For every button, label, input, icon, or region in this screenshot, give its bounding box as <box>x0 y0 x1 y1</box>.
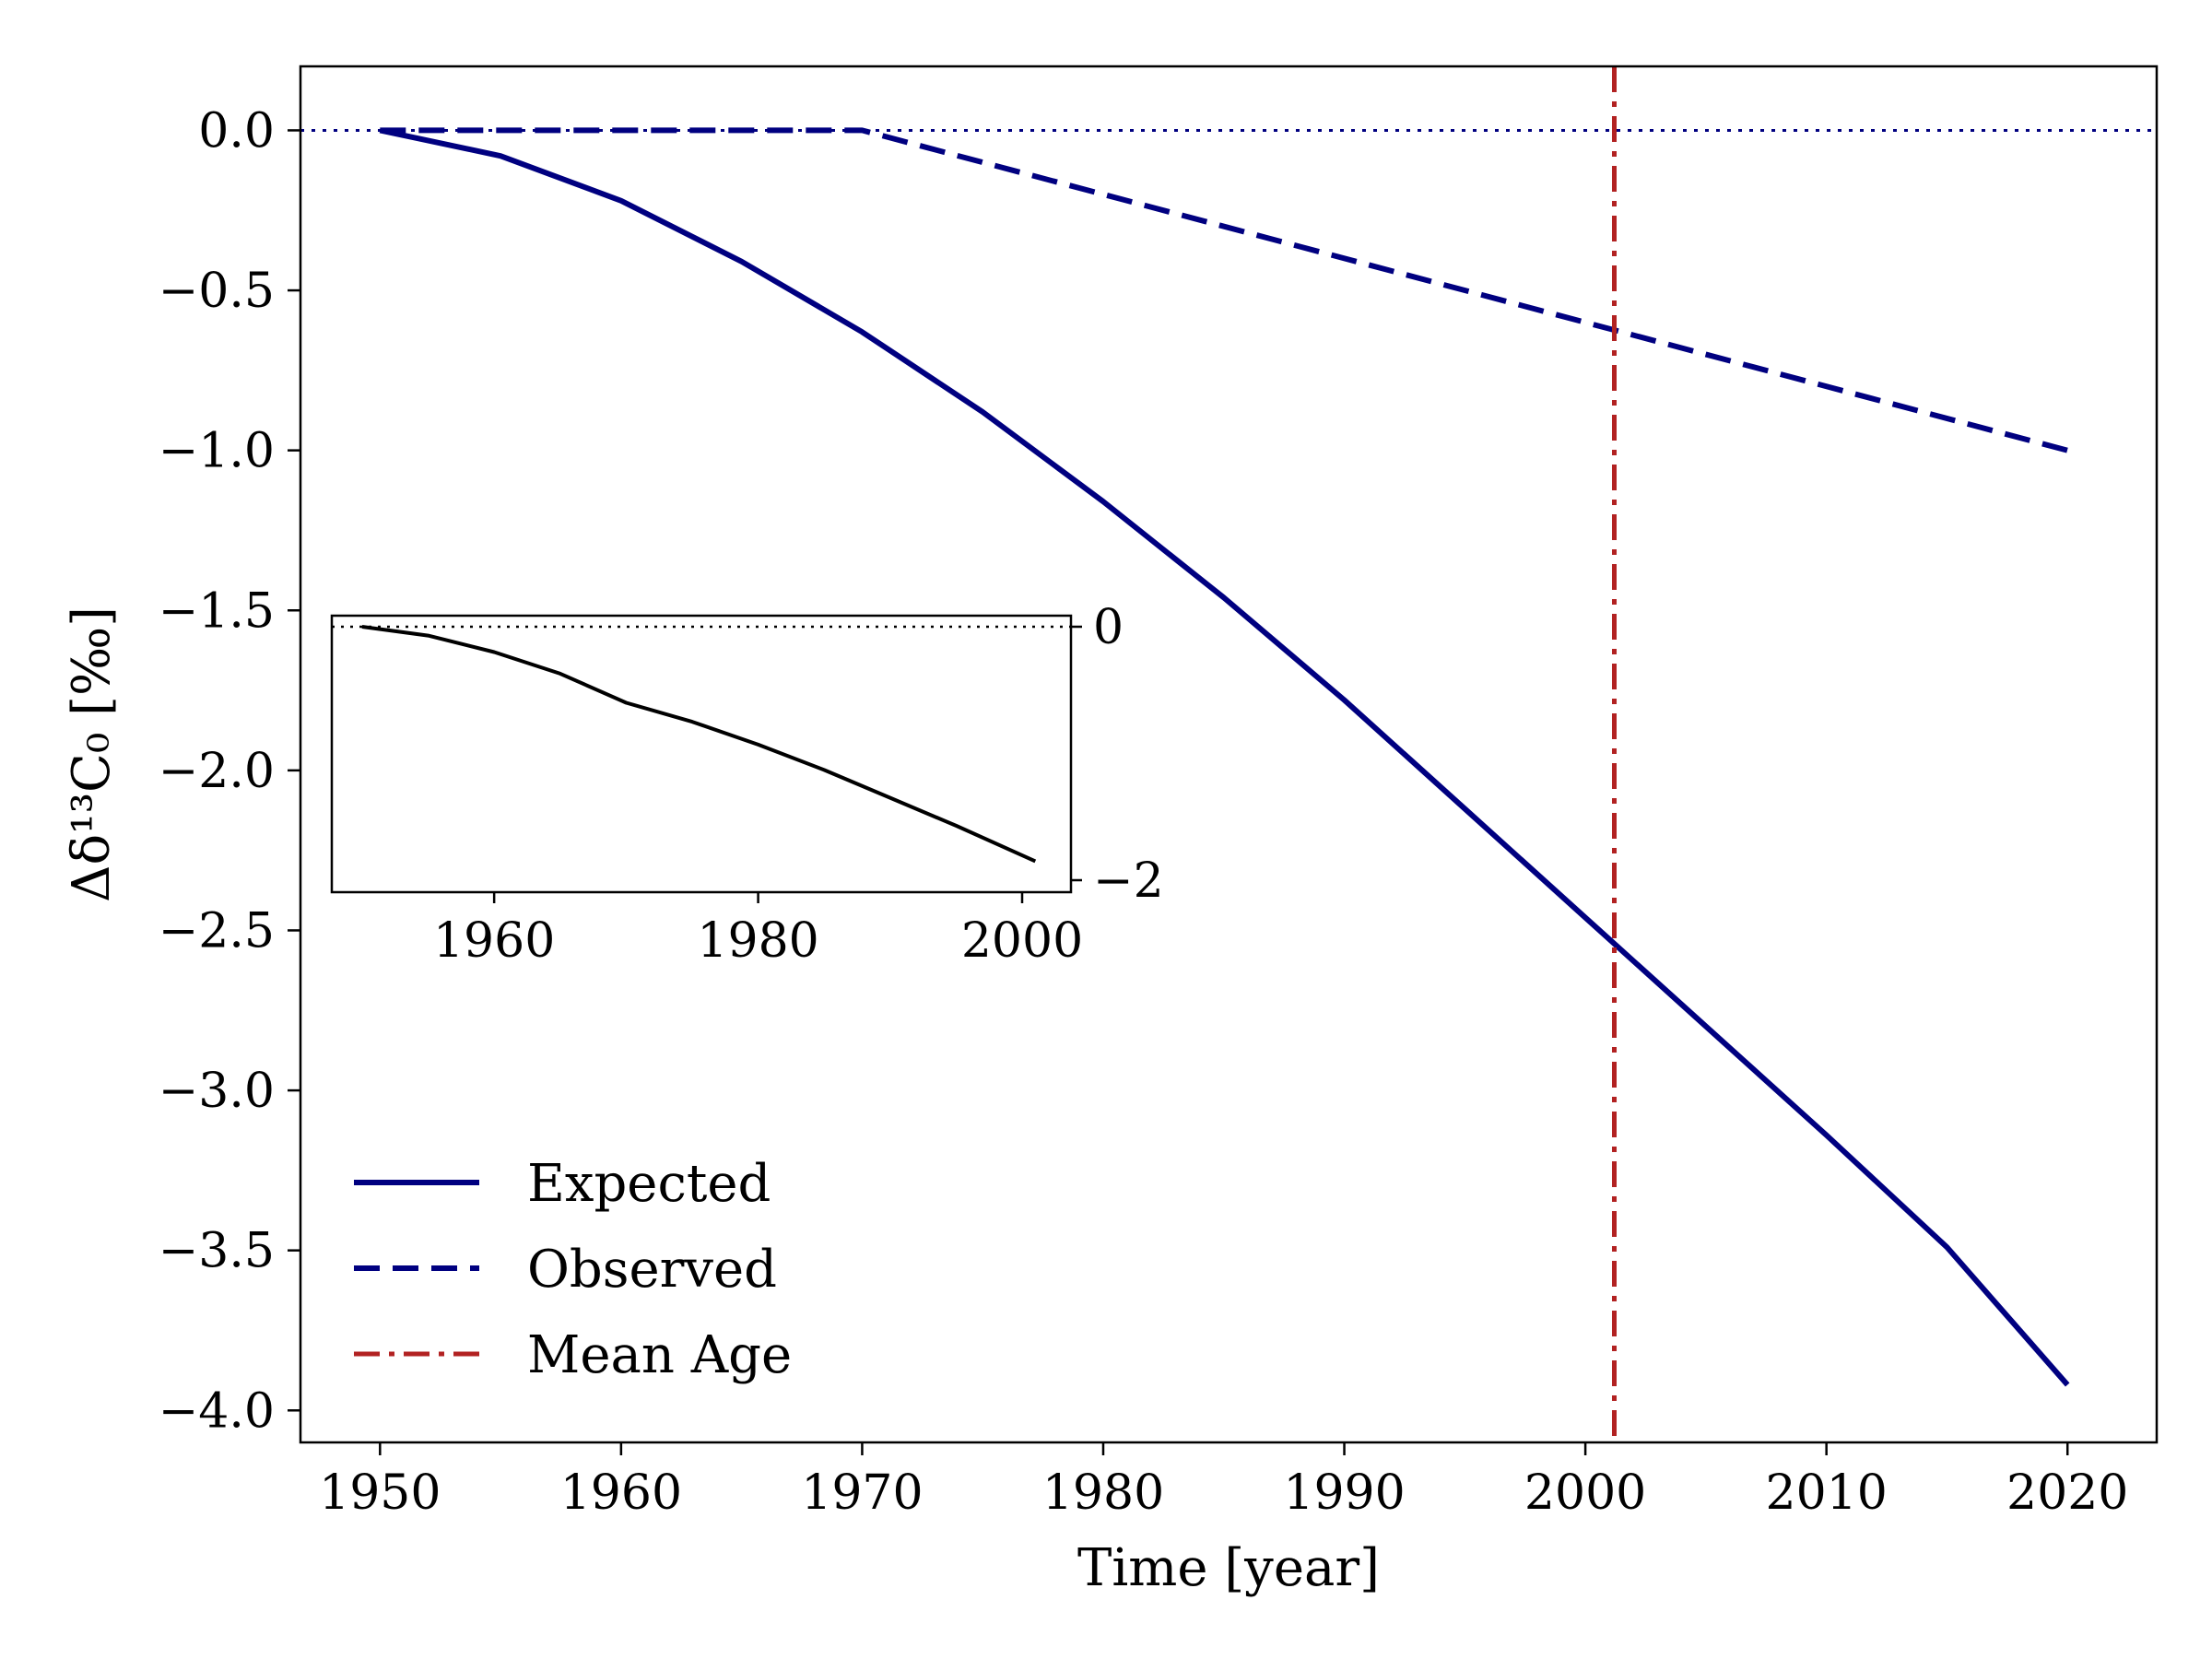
y-tick-label: −3.5 <box>159 1224 275 1279</box>
main-plot-frame <box>299 65 2159 1444</box>
y-tick-label: −3.0 <box>159 1064 275 1119</box>
y-tick-label: −4.0 <box>159 1383 275 1439</box>
inset-x-tick-label: 1980 <box>697 913 818 969</box>
legend-label-mean-age: Mean Age <box>527 1325 792 1385</box>
inset-series-line <box>361 625 1037 864</box>
x-tick-label: 1960 <box>560 1465 682 1521</box>
y-tick-label: 0.0 <box>198 103 275 159</box>
legend-label-expected: Expected <box>527 1154 771 1214</box>
inset-x-tick-label: 1960 <box>433 913 555 969</box>
x-tick-label: 2000 <box>1524 1465 1646 1521</box>
main-plot-area: 1950 1960 1970 1980 1990 2000 2010 2020 0.0 −0.5 −… <box>159 65 2159 1521</box>
series-observed-line <box>380 127 2068 453</box>
inset-x-tick-label: 2000 <box>961 913 1083 969</box>
inset-background <box>332 616 1071 892</box>
series-expected-line <box>379 127 2070 1387</box>
y-tick-label: −0.5 <box>159 264 275 319</box>
x-axis-label: Time [year] <box>1077 1538 1380 1598</box>
x-tick-label: 1990 <box>1283 1465 1405 1521</box>
legend: Expected Observed Mean Age <box>354 1154 792 1385</box>
inset-y-tick-label: 0 <box>1093 600 1124 655</box>
x-tick-label: 1970 <box>801 1465 923 1521</box>
inset-frame <box>330 614 1073 894</box>
x-tick-label: 1980 <box>1042 1465 1164 1521</box>
y-axis-label: Δδ¹³C₀ [‰] <box>62 606 122 902</box>
y-tick-label: −1.0 <box>159 424 275 479</box>
y-tick-label: −2.5 <box>159 903 275 959</box>
y-tick-label: −1.5 <box>159 583 275 639</box>
x-tick-label: 2020 <box>2006 1465 2128 1521</box>
legend-label-observed: Observed <box>527 1240 777 1300</box>
y-tick-label: −2.0 <box>159 744 275 799</box>
x-tick-label: 2010 <box>1765 1465 1887 1521</box>
x-tick-label: 1950 <box>319 1465 441 1521</box>
inset-plot-area: 1960 1980 2000 0 −2 <box>330 600 1164 969</box>
inset-y-tick-label: −2 <box>1093 853 1164 909</box>
